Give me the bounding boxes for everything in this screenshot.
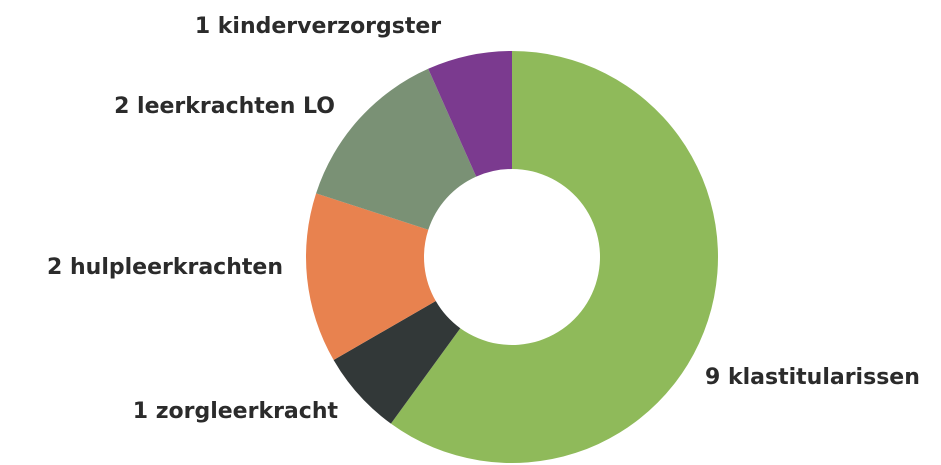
donut-slice: [390, 51, 718, 463]
donut-slice: [428, 51, 512, 177]
slice-label: 1 zorgleerkracht: [133, 399, 339, 424]
slice-label: 9 klastitularissen: [705, 365, 920, 390]
slice-label: 1 kinderverzorgster: [195, 14, 441, 39]
slice-label: 2 hulpleerkrachten: [47, 255, 283, 280]
donut-slice: [306, 193, 436, 360]
donut-slice: [333, 301, 461, 424]
slice-label: 2 leerkrachten LO: [114, 94, 335, 119]
donut-slice: [316, 68, 477, 230]
